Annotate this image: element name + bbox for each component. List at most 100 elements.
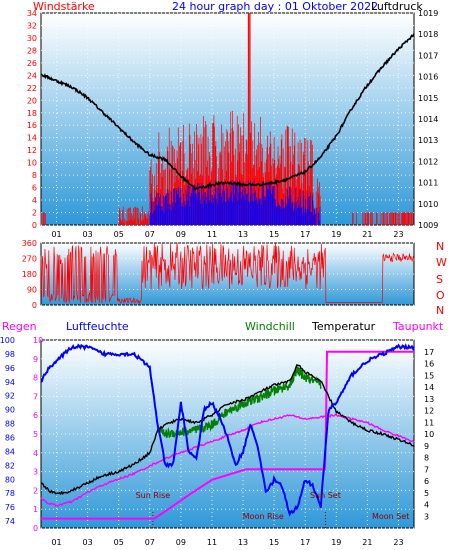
y-tick-wind: 8	[32, 171, 37, 180]
x-tick-label: 01	[51, 538, 61, 547]
x-tick-label: 13	[238, 230, 248, 239]
legend-temperatur: Temperatur	[311, 320, 376, 333]
y-tick-right: 16	[424, 360, 434, 369]
compass-s: S	[436, 273, 443, 286]
y-tick-wind: 2	[32, 209, 37, 218]
y-tick-temperature: 10	[33, 336, 43, 345]
y-tick-pressure: 1009	[418, 221, 438, 230]
y-tick-wind: 4	[32, 196, 37, 205]
y-tick-wind: 6	[32, 184, 37, 193]
x-tick-label: 01	[51, 230, 61, 239]
y-tick-wind: 26	[27, 59, 37, 68]
y-tick-wind: 14	[27, 134, 37, 143]
annotation-label: Moon Set	[372, 512, 409, 521]
y-tick-wind: 16	[27, 121, 37, 130]
y-tick-pressure: 1016	[418, 73, 438, 82]
y-tick-humidity: 74	[5, 517, 15, 526]
y-tick-wind: 34	[27, 9, 37, 18]
x-tick-label: 15	[269, 538, 279, 547]
x-tick-label: 07	[145, 230, 155, 239]
annotation-label: Sun Rise	[136, 491, 171, 500]
annotation-label: Moon Rise	[243, 512, 284, 521]
y-tick-wind: 18	[27, 109, 37, 118]
x-tick-label: 05	[114, 538, 124, 547]
y-tick-right: 14	[424, 383, 434, 392]
x-tick-label: 21	[362, 538, 372, 547]
y-tick-pressure: 1013	[418, 136, 438, 145]
y-tick-wind: 24	[27, 71, 37, 80]
compass-n-top: N	[436, 240, 444, 253]
y-tick-temperature: 8	[33, 374, 38, 383]
legend-luftfeuchte: Luftfeuchte	[66, 320, 129, 333]
y-tick-direction: 90	[27, 286, 37, 295]
y-tick-humidity: 92	[5, 392, 15, 401]
y-tick-temperature: 2	[33, 486, 38, 495]
y-tick-temperature: 9	[33, 355, 38, 364]
y-tick-pressure: 1010	[418, 200, 438, 209]
series-luftfeuchte	[40, 343, 415, 518]
legend-regen: Regen	[2, 320, 37, 333]
y-tick-humidity: 96	[5, 364, 15, 373]
x-tick-label: 19	[331, 230, 341, 239]
y-tick-right: 7	[424, 465, 429, 474]
x-tick-label: 03	[83, 230, 93, 239]
x-tick-label: 09	[176, 230, 186, 239]
y-tick-pressure: 1015	[418, 94, 438, 103]
series-regen	[41, 350, 414, 520]
y-tick-temperature: 3	[33, 468, 38, 477]
y-tick-direction: 180	[22, 270, 37, 279]
chart-marks	[40, 13, 415, 520]
axis-labels: 0246810121416182022242628303234100910101…	[0, 9, 438, 547]
y-tick-humidity: 86	[5, 433, 15, 442]
x-tick-label: 07	[145, 538, 155, 547]
y-tick-humidity: 80	[5, 475, 15, 484]
y-tick-humidity: 76	[5, 503, 15, 512]
y-tick-wind: 0	[32, 221, 37, 230]
y-tick-wind: 28	[27, 46, 37, 55]
y-tick-wind: 30	[27, 34, 37, 43]
y-tick-humidity: 94	[5, 378, 15, 387]
annotation-label: Sun Set	[310, 491, 341, 500]
x-tick-label: 11	[207, 538, 217, 547]
x-tick-label: 19	[331, 538, 341, 547]
x-tick-label: 09	[176, 538, 186, 547]
x-tick-label: 03	[83, 538, 93, 547]
legend-windchill: Windchill	[245, 320, 295, 333]
y-tick-pressure: 1017	[418, 51, 438, 60]
compass-n-bottom: N	[436, 304, 444, 317]
wind-strength-label: Windstärke	[33, 0, 95, 13]
y-tick-right: 5	[424, 489, 429, 498]
y-tick-right: 10	[424, 430, 434, 439]
y-tick-humidity: 78	[5, 489, 15, 498]
y-tick-temperature: 1	[33, 505, 38, 514]
x-tick-label: 21	[362, 230, 372, 239]
y-tick-right: 17	[424, 348, 434, 357]
y-tick-right: 9	[424, 442, 429, 451]
y-tick-right: 13	[424, 395, 434, 404]
y-tick-right: 4	[424, 501, 429, 510]
compass-o: O	[436, 289, 445, 302]
y-tick-pressure: 1014	[418, 115, 438, 124]
y-tick-humidity: 88	[5, 420, 15, 429]
pressure-label: Luftdruck	[371, 0, 423, 13]
chart-title: 24 hour graph day : 01 Oktober 2022	[172, 0, 378, 13]
x-tick-label: 05	[114, 230, 124, 239]
y-tick-wind: 20	[27, 96, 37, 105]
y-tick-temperature: 6	[33, 411, 38, 420]
y-tick-humidity: 98	[5, 350, 15, 359]
y-tick-pressure: 1019	[418, 9, 438, 18]
series-windrichtung	[40, 242, 415, 305]
legend-taupunkt: Taupunkt	[392, 320, 444, 333]
y-tick-humidity: 82	[5, 461, 15, 470]
x-tick-label: 15	[269, 230, 279, 239]
y-tick-right: 6	[424, 477, 429, 486]
y-tick-right: 3	[424, 512, 429, 521]
y-tick-temperature: 4	[33, 449, 38, 458]
y-tick-wind: 22	[27, 84, 37, 93]
series-temperatur	[40, 363, 415, 496]
y-tick-humidity: 100	[0, 336, 15, 345]
series-luftdruck	[40, 33, 415, 191]
y-tick-wind: 32	[27, 21, 37, 30]
